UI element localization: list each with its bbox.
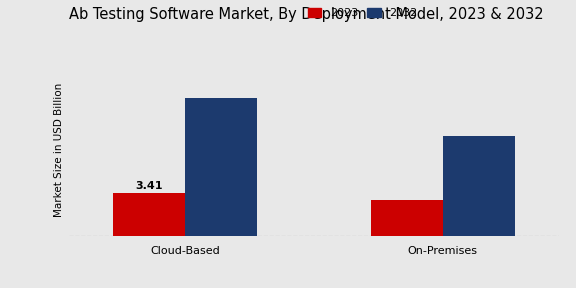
Bar xyxy=(370,200,443,236)
Text: Ab Testing Software Market, By Deployment Model, 2023 & 2032: Ab Testing Software Market, By Deploymen… xyxy=(69,7,544,22)
Text: 3.41: 3.41 xyxy=(135,181,163,191)
Y-axis label: Market Size in USD Billion: Market Size in USD Billion xyxy=(54,83,63,217)
Bar xyxy=(113,192,185,236)
Bar xyxy=(443,136,515,236)
Legend: 2023, 2032: 2023, 2032 xyxy=(304,3,422,22)
Bar xyxy=(185,98,257,236)
